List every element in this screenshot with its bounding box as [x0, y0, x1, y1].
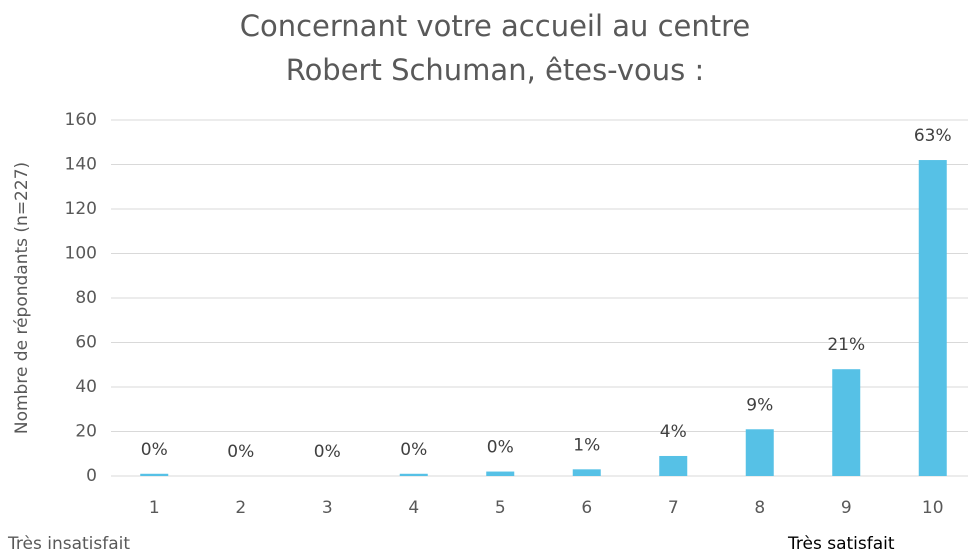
- y-tick-label: 60: [75, 333, 97, 353]
- y-tick-label: 20: [75, 422, 97, 442]
- x-tick-label: 3: [322, 498, 333, 518]
- bar: [399, 473, 428, 476]
- x-tick-label: 4: [408, 498, 419, 518]
- annotation: Très insatisfait: [7, 534, 130, 554]
- bar: [659, 455, 688, 476]
- annotation: Très satisfait: [787, 534, 895, 554]
- data-label: 0%: [314, 442, 341, 462]
- x-tick-label: 6: [581, 498, 592, 518]
- y-tick-label: 160: [65, 110, 97, 130]
- y-tick-label: 80: [75, 288, 97, 308]
- bar: [140, 473, 169, 476]
- bar: [486, 471, 515, 476]
- y-tick-label: 100: [65, 244, 97, 264]
- x-tick-label: 1: [149, 498, 160, 518]
- data-label: 0%: [487, 438, 514, 458]
- data-label: 21%: [827, 335, 865, 355]
- data-label: 0%: [400, 440, 427, 460]
- y-axis-label: Nombre de répondants (n=227): [12, 162, 32, 434]
- bar: [832, 369, 861, 476]
- x-tick-label: 5: [495, 498, 506, 518]
- data-label: 9%: [746, 395, 773, 415]
- bar: [572, 469, 601, 476]
- data-label: 4%: [660, 422, 687, 442]
- x-tick-label: 9: [841, 498, 852, 518]
- bar: [745, 429, 774, 476]
- x-tick-label: 8: [754, 498, 765, 518]
- chart-title: Concernant votre accueil au centre Rober…: [239, 9, 751, 87]
- data-label: 0%: [227, 442, 254, 462]
- data-label: 0%: [141, 440, 168, 460]
- y-tick-label: 0: [86, 466, 97, 486]
- y-tick-label: 120: [65, 199, 97, 219]
- x-tick-label: 7: [668, 498, 679, 518]
- y-tick-label: 40: [75, 377, 97, 397]
- data-label: 63%: [914, 126, 952, 146]
- x-tick-label: 10: [922, 498, 944, 518]
- y-tick-label: 140: [65, 155, 97, 175]
- data-label: 1%: [573, 435, 600, 455]
- bar: [918, 160, 947, 477]
- x-tick-label: 2: [235, 498, 246, 518]
